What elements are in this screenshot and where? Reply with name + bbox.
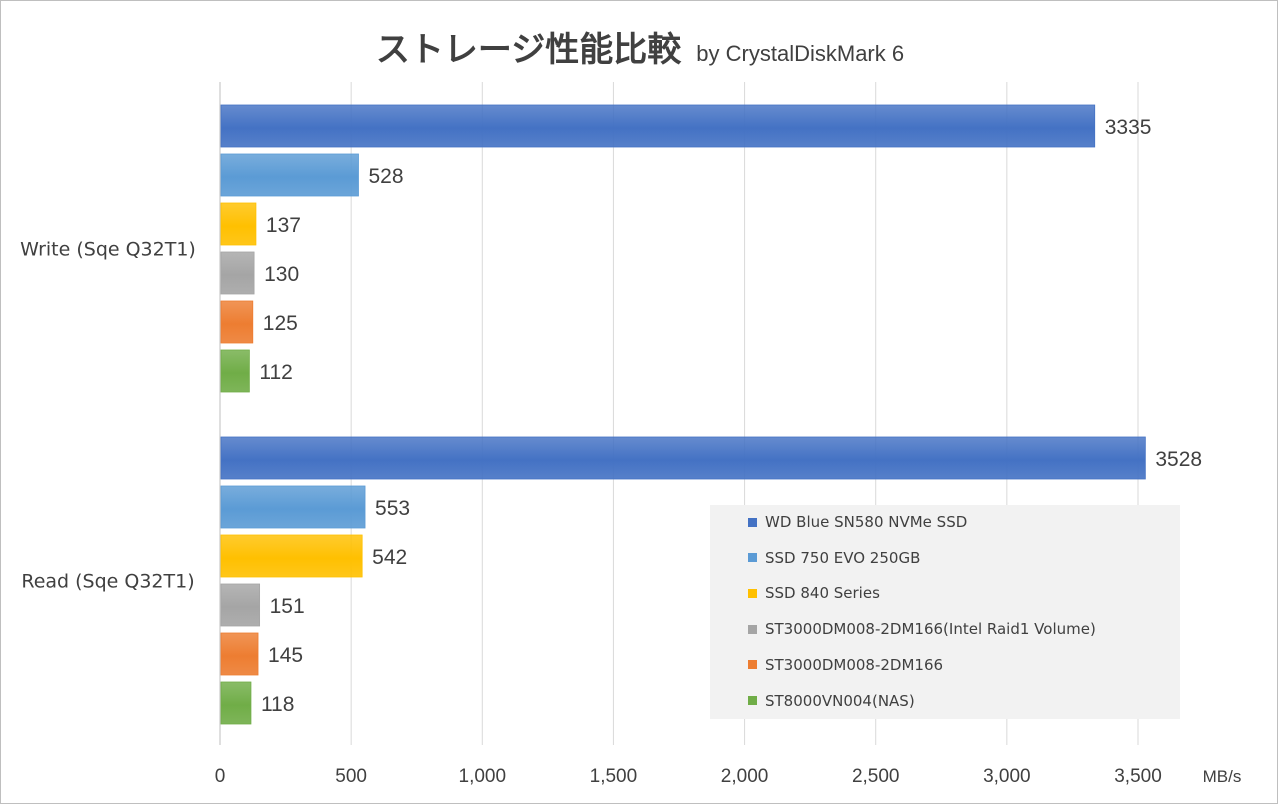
data-labels: 3335 528 137 130 125 112 3528 553 542 151 145 118 xyxy=(259,116,1202,716)
data-label: 3335 xyxy=(1105,116,1152,139)
data-label: 151 xyxy=(270,595,305,618)
chart-title-main: ストレージ性能比較 xyxy=(375,30,682,70)
data-label: 137 xyxy=(266,214,301,237)
legend-label: SSD 750 EVO 250GB xyxy=(765,548,921,567)
category-label: Write (Sqe Q32T1) xyxy=(20,239,196,261)
legend-label: ST8000VN004(NAS) xyxy=(765,691,915,710)
x-tick-label: 3,500 xyxy=(1114,766,1162,787)
legend-item: ST3000DM008-2DM166(Intel Raid1 Volume) xyxy=(748,617,1096,641)
bars xyxy=(220,104,1146,725)
bar xyxy=(220,153,359,197)
legend-item: SSD 750 EVO 250GB xyxy=(748,546,920,570)
x-tick-label: 0 xyxy=(215,766,226,787)
legend-label: WD Blue SN580 NVMe SSD xyxy=(765,513,968,531)
data-label: 130 xyxy=(264,263,299,286)
x-tick-label: 3,000 xyxy=(983,766,1031,787)
legend-item: ST8000VN004(NAS) xyxy=(748,689,915,713)
bar xyxy=(220,534,363,578)
bar xyxy=(220,349,250,393)
legend-swatch xyxy=(748,517,757,527)
axis: 0 500 1,000 1,500 2,000 2,500 3,000 3,500 MB/s Wr… xyxy=(20,82,1241,787)
bar xyxy=(220,300,254,344)
legend-item: ST3000DM008-2DM166 xyxy=(748,653,943,677)
bar xyxy=(220,485,366,529)
legend-item: WD Blue SN580 NVMe SSD xyxy=(748,510,967,534)
data-label: 125 xyxy=(263,312,298,335)
bar xyxy=(220,583,261,627)
x-tick-label: 1,000 xyxy=(459,766,507,787)
data-label: 553 xyxy=(375,497,410,520)
legend-swatch xyxy=(748,660,757,670)
data-label: 145 xyxy=(268,644,303,667)
data-label: 542 xyxy=(372,546,407,569)
legend-label: ST3000DM008-2DM166 xyxy=(765,655,944,674)
x-tick-label: 2,500 xyxy=(852,766,900,787)
bar xyxy=(220,104,1096,148)
legend-swatch xyxy=(748,696,757,705)
data-label: 112 xyxy=(259,361,292,384)
legend-label: SSD 840 Series xyxy=(765,584,880,603)
legend-item: SSD 840 Series xyxy=(748,581,880,605)
category-label: Read (Sqe Q32T1) xyxy=(21,571,194,593)
bar xyxy=(220,632,259,676)
unit-label: MB/s xyxy=(1203,767,1242,786)
legend-swatch xyxy=(748,553,757,563)
data-label: 528 xyxy=(368,165,403,188)
legend-swatch xyxy=(748,588,757,598)
bar xyxy=(220,681,252,725)
legend: WD Blue SN580 NVMe SSD SSD 750 EVO 250GB S… xyxy=(710,505,1180,719)
data-label: 118 xyxy=(261,693,294,716)
legend-label: ST3000DM008-2DM166(Intel Raid1 Volume) xyxy=(765,620,1096,639)
x-tick-label: 2,000 xyxy=(721,766,769,787)
chart-title: ストレージ性能比較 by CrystalDiskMark 6 xyxy=(0,22,1280,71)
legend-swatch xyxy=(748,624,757,634)
bar xyxy=(220,251,255,295)
bar xyxy=(220,436,1146,480)
x-tick-label: 500 xyxy=(335,766,367,787)
x-tick-label: 1,500 xyxy=(590,766,638,787)
data-label: 3528 xyxy=(1155,448,1202,471)
bar xyxy=(220,202,257,246)
chart-subtitle: by CrystalDiskMark 6 xyxy=(696,41,905,66)
